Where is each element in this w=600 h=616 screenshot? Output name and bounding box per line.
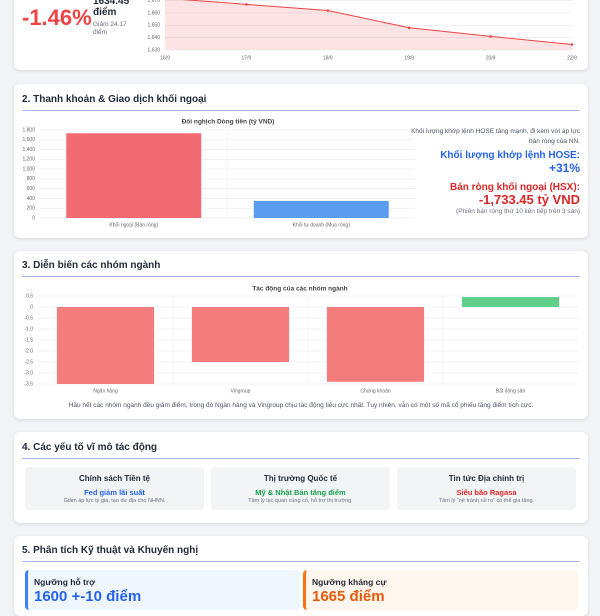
x-tick-label: Chứng khoán bbox=[360, 388, 391, 394]
y-tick-label: 1,000 bbox=[22, 166, 35, 172]
point bbox=[245, 3, 248, 6]
bar bbox=[56, 307, 155, 384]
index-value: 1634.45 điểm bbox=[93, 0, 130, 18]
line bbox=[182, 0, 573, 46]
section-heading: 5. Phân tích Kỹ thuật và Khuyến nghị bbox=[22, 545, 199, 556]
factor-title: Thị trường Quốc tế bbox=[263, 474, 338, 483]
macro-card: 4. Các yếu tố vĩ mô tác động Chính sách … bbox=[14, 432, 588, 523]
divider bbox=[22, 561, 580, 562]
y-tick-label: 0 bbox=[30, 304, 33, 310]
factor-box: Chính sách Tiền tệ Fed giảm lãi suất Giả… bbox=[25, 467, 204, 510]
x-tick-label: 18/9 bbox=[323, 55, 333, 61]
factor-detail: Tâm lý "né tránh rủi ro" có thể gia tăng… bbox=[438, 498, 535, 504]
x-tick-label: 22/9 bbox=[567, 55, 577, 61]
factor-headline: Mỹ & Nhật Bản tăng điểm bbox=[255, 488, 346, 497]
factor-title: Tin tức Địa chính trị bbox=[448, 474, 525, 483]
x-tick-label: Vingroup bbox=[231, 388, 251, 394]
divider bbox=[22, 458, 580, 459]
factor-detail: Giảm áp lực tỷ giá, tạo dư địa cho NHNN. bbox=[63, 498, 166, 504]
chart-title: Đối nghịch Dòng tiền (tỷ VND) bbox=[182, 117, 275, 126]
section-heading: 4. Các yếu tố vĩ mô tác động bbox=[22, 442, 158, 453]
y-tick-label: 200 bbox=[27, 206, 36, 212]
factor-detail: Tâm lý lạc quan củng cố, hỗ trợ thị trườ… bbox=[248, 498, 353, 504]
factor-box: Tin tức Địa chính trị Siêu bão Ragasa Tâ… bbox=[397, 467, 576, 510]
y-tick-label: -1.0 bbox=[24, 326, 33, 332]
y-tick-label: 1,800 bbox=[22, 127, 35, 133]
factor-title: Chính sách Tiền tệ bbox=[79, 474, 150, 483]
volume-change: +31% bbox=[548, 161, 580, 175]
y-tick-label: 1,660 bbox=[147, 10, 160, 16]
y-tick-label: 1,640 bbox=[147, 35, 160, 41]
foreign-label: Bán ròng khối ngoại (HSX): bbox=[450, 182, 580, 193]
y-tick-label: 1,600 bbox=[22, 137, 35, 143]
volume-label: Khối lượng khớp lệnh HOSE: bbox=[440, 150, 580, 161]
y-tick-label: 1,650 bbox=[147, 23, 160, 29]
bar bbox=[191, 307, 290, 362]
y-tick-label: -0.5 bbox=[24, 315, 33, 321]
y-tick-label: -2.0 bbox=[24, 348, 33, 354]
section-heading: 2. Thanh khoản & Giao dịch khối ngoại bbox=[22, 94, 207, 105]
divider bbox=[22, 276, 580, 277]
x-tick-label: 16/9 bbox=[160, 55, 170, 61]
summary-card: -1.46% 1634.45 điểm Giảm 24.17 điểm bbox=[14, 0, 588, 70]
level-label: Ngưỡng kháng cự bbox=[312, 577, 387, 587]
bar bbox=[253, 200, 389, 218]
x-tick-label: 20/9 bbox=[486, 55, 496, 61]
area bbox=[165, 0, 572, 50]
factor-box: Thị trường Quốc tế Mỹ & Nhật Bản tăng đi… bbox=[211, 467, 390, 510]
note: Khối lượng khớp lệnh HOSE tăng mạnh, đi … bbox=[411, 128, 580, 145]
factor-headline: Siêu bão Ragasa bbox=[456, 488, 517, 497]
point bbox=[326, 9, 330, 12]
divider bbox=[22, 110, 580, 111]
y-tick-label: 1,200 bbox=[22, 157, 35, 163]
bar bbox=[326, 307, 425, 382]
y-tick-label: 0 bbox=[32, 215, 35, 221]
x-tick-label: Bất động sản bbox=[496, 388, 526, 394]
foreign-value: -1,733.45 tỷ VND bbox=[478, 192, 580, 207]
charts: 1,630 1,640 1,650 1,660 1,670 16/9 17/9 18/9 19/… bbox=[22, 0, 578, 394]
x-tick-label: Ngân hàng bbox=[93, 388, 118, 394]
page: -1.46% 1634.45 điểm Giảm 24.17 điểm 2. T… bbox=[14, 0, 588, 616]
foreign-note: (Phiên bán ròng thứ 10 liên tiếp trên 3 … bbox=[456, 208, 580, 215]
y-tick-label: 0.5 bbox=[26, 293, 33, 299]
point bbox=[407, 26, 411, 30]
y-tick-label: -2.5 bbox=[24, 359, 33, 365]
y-tick-label: -1.5 bbox=[24, 337, 33, 343]
point bbox=[570, 43, 574, 46]
y-tick-label: 1,400 bbox=[22, 147, 35, 153]
y-tick-label: 800 bbox=[27, 176, 36, 182]
index-note: Giảm 24.17 điểm bbox=[93, 21, 127, 36]
x-tick-label: Khối ngoại (Bán ròng) bbox=[109, 222, 158, 228]
bar bbox=[461, 297, 560, 307]
y-tick-label: 600 bbox=[27, 186, 36, 192]
change: -1.46% bbox=[22, 5, 92, 30]
factor-headline: Fed giảm lãi suất bbox=[84, 488, 145, 497]
point bbox=[489, 35, 492, 38]
x-tick-label: 17/9 bbox=[242, 55, 252, 61]
caption: Hầu hết các nhóm ngành đều giảm điểm, tr… bbox=[68, 402, 534, 409]
x-tick-label: 19/9 bbox=[404, 55, 414, 61]
y-tick-label: 400 bbox=[27, 196, 36, 202]
y-tick-label: -3.5 bbox=[24, 381, 33, 387]
y-tick-label: 1,630 bbox=[147, 47, 160, 53]
chart-title: Tác động của các nhóm ngành bbox=[252, 286, 347, 293]
x-tick-label: Khối tự doanh (Mua ròng) bbox=[293, 222, 351, 228]
bar bbox=[66, 133, 202, 218]
y-tick-label: -3.0 bbox=[24, 370, 33, 376]
y-tick-label: 1,670 bbox=[147, 0, 160, 4]
level-label: Ngưỡng hỗ trợ bbox=[34, 577, 96, 587]
section-heading: 3. Diễn biến các nhóm ngành bbox=[22, 260, 161, 271]
